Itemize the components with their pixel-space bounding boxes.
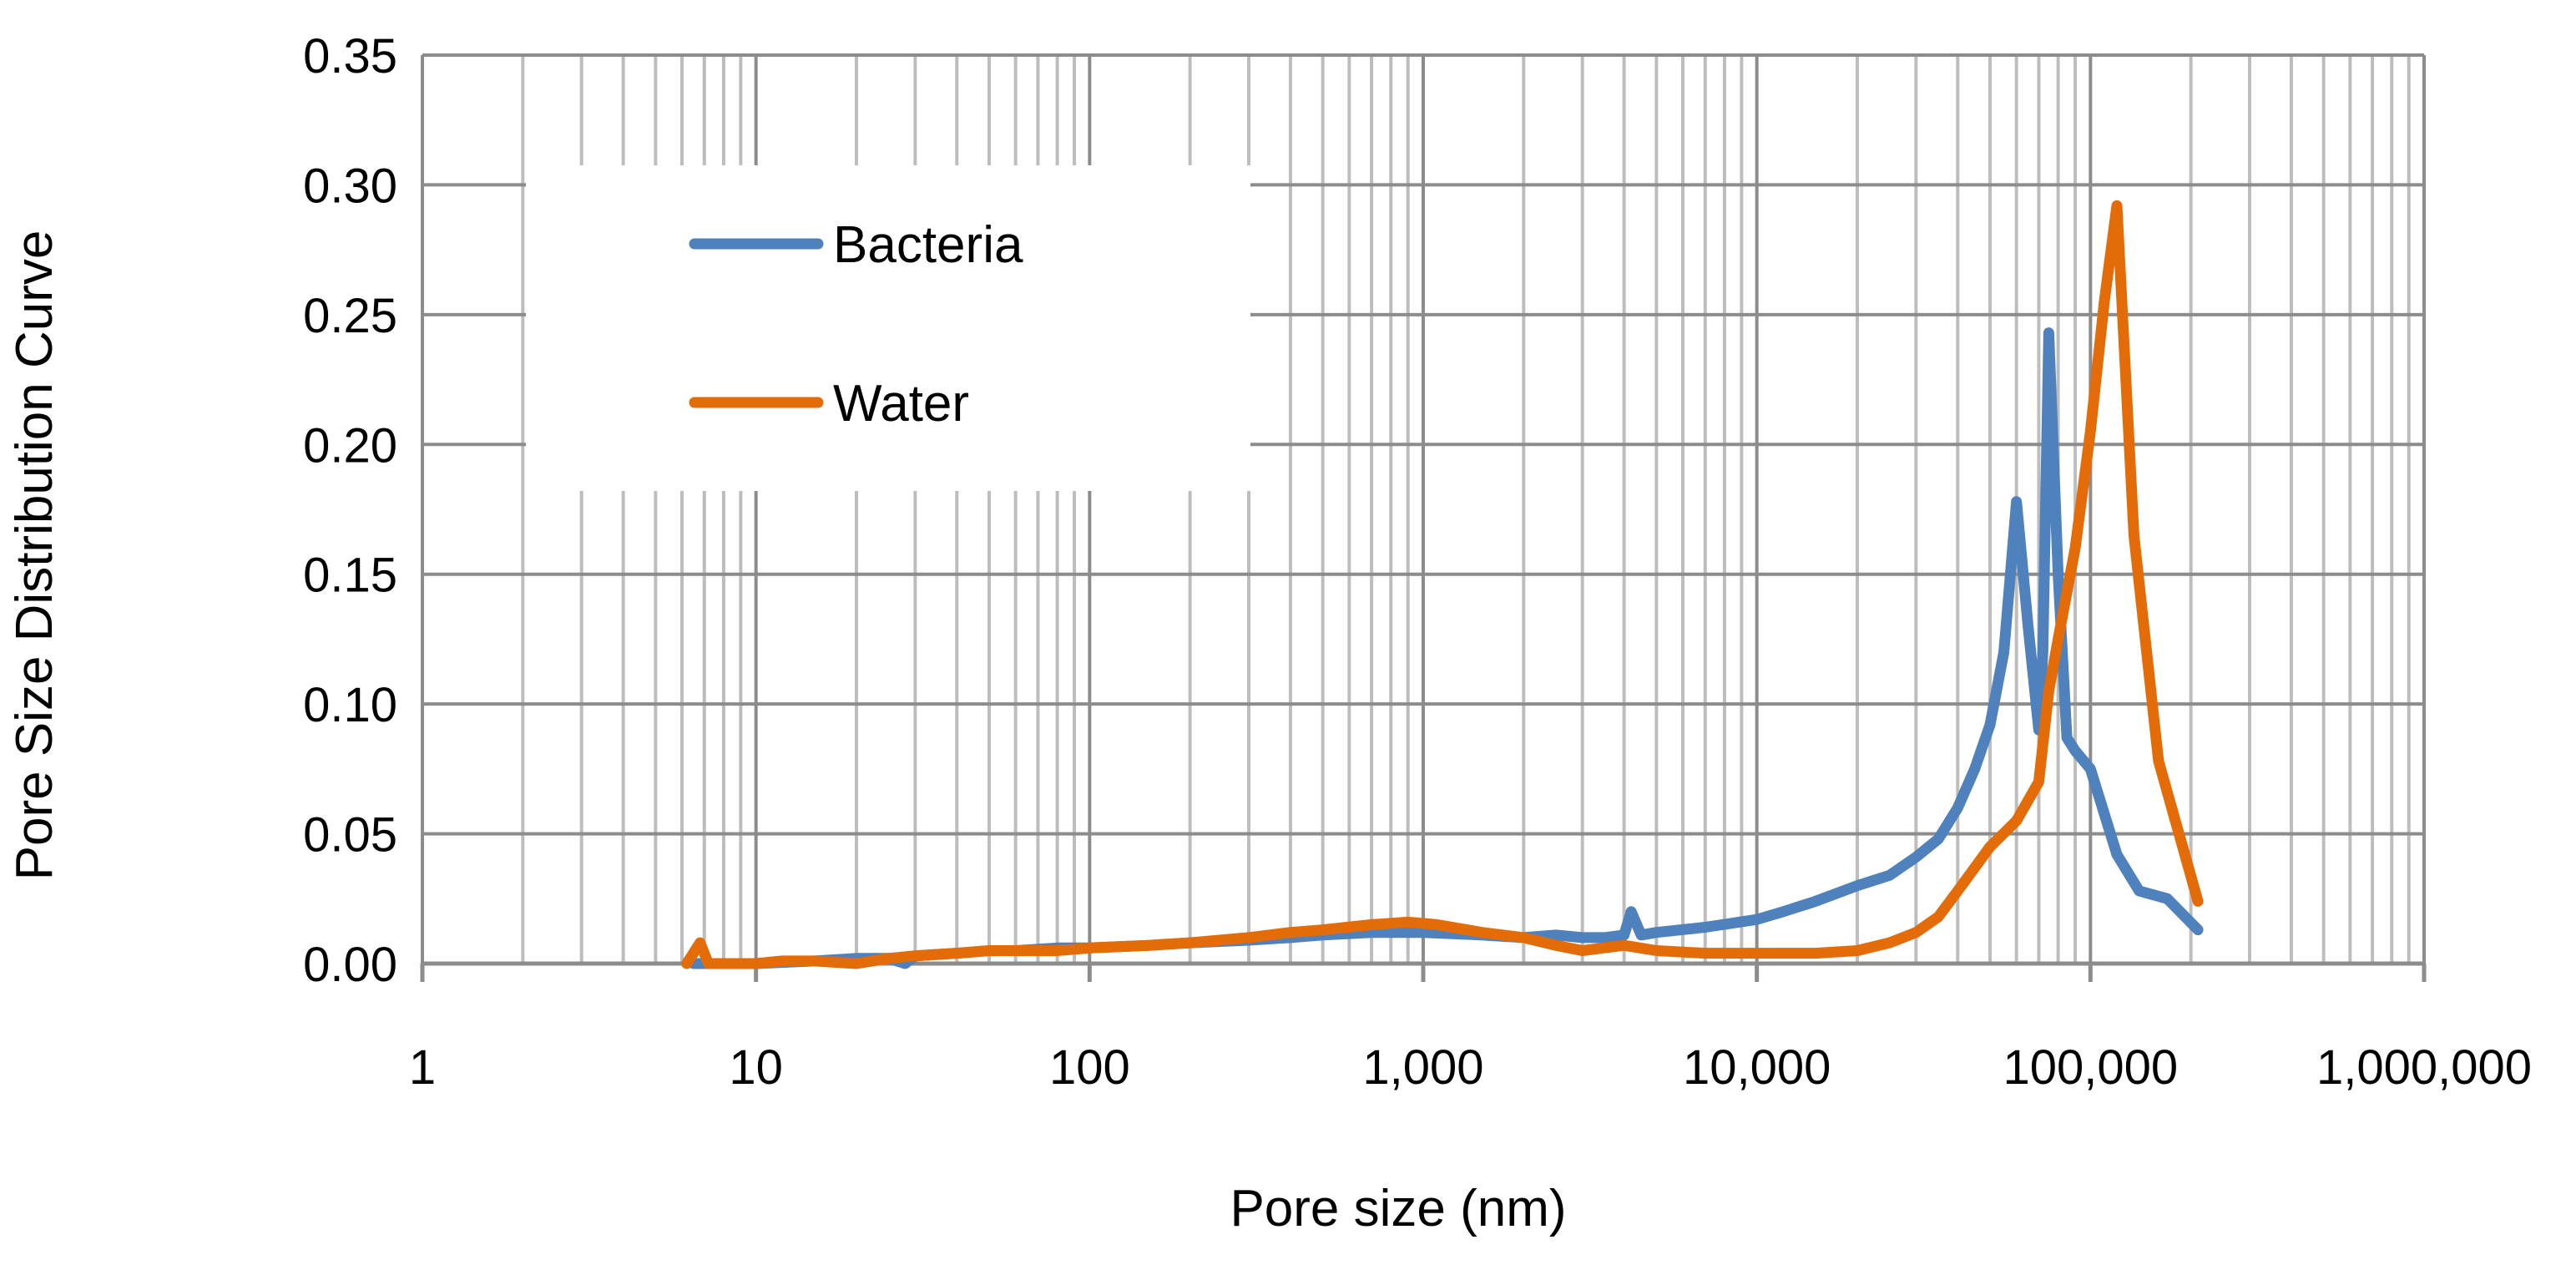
y-tick-label: 0.35	[303, 29, 397, 83]
y-tick-label: 0.20	[303, 418, 397, 473]
y-tick-label: 0.15	[303, 549, 397, 603]
x-tick-label: 10,000	[1683, 1040, 1831, 1095]
x-tick-label: 1,000	[1362, 1040, 1483, 1095]
y-tick-label: 0.25	[303, 289, 397, 343]
legend: Bacteria Water	[526, 165, 1250, 491]
x-tick-label: 1	[409, 1040, 436, 1095]
x-tick-label: 10	[729, 1040, 783, 1095]
x-axis-tick-labels: 1 10 100 1,000 10,000 100,000 1,000,000	[409, 1040, 2532, 1095]
x-tick-label: 1,000,000	[2316, 1040, 2532, 1095]
y-tick-label: 0.00	[303, 938, 397, 992]
y-tick-label: 0.30	[303, 159, 397, 213]
y-axis-title: Pore Size Distribution Curve	[6, 230, 63, 881]
y-tick-label: 0.10	[303, 678, 397, 732]
x-tick-label: 100	[1049, 1040, 1130, 1095]
legend-label-bacteria: Bacteria	[833, 216, 1023, 274]
series-line-water	[681, 200, 2204, 969]
legend-box	[526, 165, 1250, 491]
x-tick-label: 100,000	[2003, 1040, 2179, 1095]
x-axis-title: Pore size (nm)	[1230, 1180, 1566, 1237]
series-lines	[681, 200, 2204, 969]
y-tick-label: 0.05	[303, 808, 397, 863]
legend-label-water: Water	[833, 375, 969, 433]
y-axis-tick-labels: 0.00 0.05 0.10 0.15 0.20 0.25 0.30 0.35	[303, 29, 397, 992]
